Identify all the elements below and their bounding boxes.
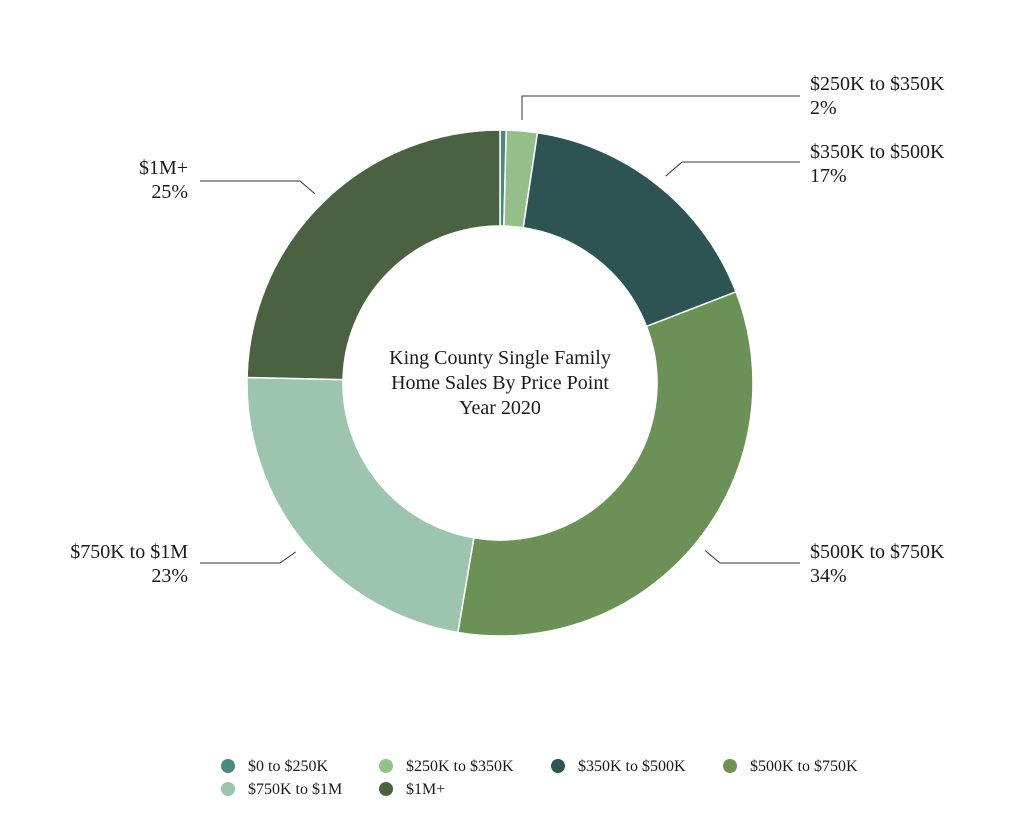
chart-title-line-3: Year 2020: [459, 397, 541, 419]
legend-label-750k-to-1m: $750K to $1M: [248, 781, 342, 798]
chart-title-line-1: King County Single Family: [389, 347, 611, 369]
slice-label-category-250k-to-350k: $250K to $350K: [810, 73, 945, 95]
legend-item-750k-to-1m: $750K to $1M: [221, 781, 342, 798]
donut-slices: [246, 129, 754, 637]
legend-label-0-to-250k: $0 to $250K: [248, 758, 328, 775]
slice-label-value-750k-to-1m: 23%: [151, 565, 188, 587]
donut-slice-1m-plus: [246, 129, 501, 381]
legend-item-500k-to-750k: $500K to $750K: [723, 758, 858, 775]
legend-item-0-to-250k: $0 to $250K: [221, 758, 328, 775]
slice-label-category-350k-to-500k: $350K to $500K: [810, 141, 945, 163]
legend-item-250k-to-350k: $250K to $350K: [379, 758, 514, 775]
legend-label-250k-to-350k: $250K to $350K: [406, 758, 514, 775]
chart-title-line-2: Home Sales By Price Point: [391, 372, 609, 394]
leader-line-350k-to-500k: [665, 161, 800, 177]
donut-slice-500k-to-750k: [457, 290, 754, 637]
slice-label-category-1m-plus: $1M+: [139, 157, 188, 179]
legend-label-350k-to-500k: $350K to $500K: [578, 758, 686, 775]
leader-lines: [200, 95, 800, 564]
legend-label-500k-to-750k: $500K to $750K: [750, 758, 858, 775]
leader-line-250k-to-350k: [521, 95, 800, 120]
slice-label-value-1m-plus: 25%: [151, 181, 188, 203]
leader-line-500k-to-750k: [704, 550, 800, 564]
donut-slice-750k-to-1m: [246, 376, 475, 634]
slice-label-value-250k-to-350k: 2%: [810, 97, 837, 119]
legend-swatch-500k-to-750k: [723, 759, 737, 773]
leader-line-1m-plus: [200, 180, 315, 194]
legend-swatch-350k-to-500k: [551, 759, 565, 773]
legend-item-350k-to-500k: $350K to $500K: [551, 758, 686, 775]
donut-slice-350k-to-500k: [522, 131, 737, 328]
slice-label-category-500k-to-750k: $500K to $750K: [810, 541, 945, 563]
legend-swatch-0-to-250k: [221, 759, 235, 773]
leader-line-750k-to-1m: [200, 551, 297, 564]
legend-label-1m-plus: $1M+: [406, 781, 445, 798]
legend-item-1m-plus: $1M+: [379, 781, 445, 798]
legend-swatch-1m-plus: [379, 782, 393, 796]
legend-swatch-250k-to-350k: [379, 759, 393, 773]
slice-label-value-350k-to-500k: 17%: [810, 165, 847, 187]
legend-swatch-750k-to-1m: [221, 782, 235, 796]
slice-label-value-500k-to-750k: 34%: [810, 565, 847, 587]
slice-label-category-750k-to-1m: $750K to $1M: [70, 541, 188, 563]
legend: $0 to $250K $250K to $350K $350K to $500K $…: [221, 758, 858, 798]
